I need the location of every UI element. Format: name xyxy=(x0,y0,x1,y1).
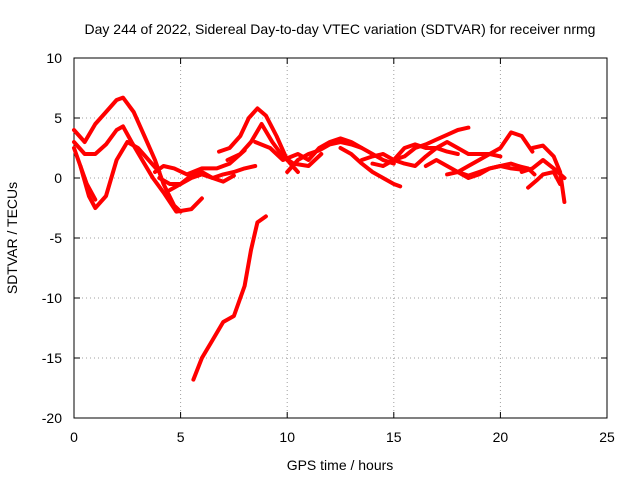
series-arc23 xyxy=(515,164,537,177)
series-arc6 xyxy=(153,148,247,177)
y-tick-label: 10 xyxy=(46,50,62,66)
series-arc19 xyxy=(455,161,524,180)
y-tick-label: 0 xyxy=(54,170,62,186)
series-arc10 xyxy=(225,122,324,168)
series-arc15 xyxy=(370,142,460,168)
y-tick-label: -20 xyxy=(42,410,62,426)
series-arc2 xyxy=(72,124,204,214)
x-tick-label: 20 xyxy=(493,429,509,445)
y-tick-label: -5 xyxy=(50,230,63,246)
y-tick-label: 5 xyxy=(54,110,62,126)
series-arc9 xyxy=(217,106,300,174)
grid-lines xyxy=(74,58,607,418)
series-arc7 xyxy=(167,170,236,192)
series-arc4 xyxy=(78,164,98,202)
series-arc14 xyxy=(359,125,471,162)
x-tick-label: 25 xyxy=(599,429,615,445)
series-arc18 xyxy=(445,130,535,177)
series-arc8 xyxy=(191,214,268,382)
series-arc21 xyxy=(526,170,563,190)
series-arc1 xyxy=(72,95,183,214)
x-tick-label: 5 xyxy=(177,429,185,445)
x-axis-label: GPS time / hours xyxy=(287,457,394,473)
data-series xyxy=(72,95,567,382)
y-axis-label: SDTVAR / TECUs xyxy=(4,182,20,294)
y-tick-label: -15 xyxy=(42,350,62,366)
series-arc22 xyxy=(530,143,567,204)
series-arc16 xyxy=(391,140,503,168)
series-arc3 xyxy=(72,140,162,210)
x-tick-label: 0 xyxy=(70,429,78,445)
x-tick-label: 10 xyxy=(279,429,295,445)
plot-frame xyxy=(73,57,608,419)
x-tick-label: 15 xyxy=(386,429,402,445)
series-arc17 xyxy=(423,158,524,178)
series-arc13 xyxy=(338,146,403,189)
axis-ticks: 0 5 10 15 20 25 -20 -15 -10 -5 0 5 10 xyxy=(42,50,615,445)
chart-title: Day 244 of 2022, Sidereal Day-to-day VTE… xyxy=(85,21,596,37)
y-tick-label: -10 xyxy=(42,290,62,306)
